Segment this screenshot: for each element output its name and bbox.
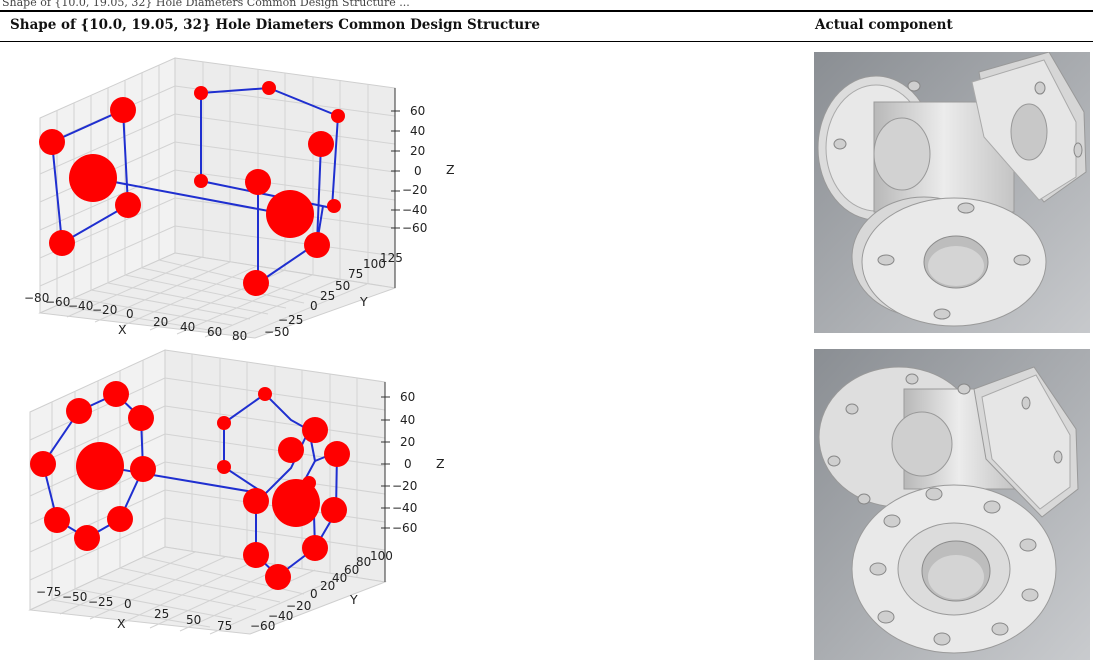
- x-tick-label: 50: [186, 613, 201, 627]
- y-tick-label: 20: [320, 579, 335, 593]
- z-axis-label: Z: [446, 162, 455, 177]
- x-tick-label: 20: [153, 315, 168, 329]
- z-tick-label: −20: [402, 183, 427, 197]
- z-tick-label: 0: [404, 457, 412, 471]
- z-tick-label: 40: [410, 124, 425, 138]
- y-tick-label: 100: [363, 257, 386, 271]
- y-tick-label: −40: [268, 609, 293, 623]
- x-tick-label: −25: [88, 595, 113, 609]
- x-tick-label: −60: [45, 295, 70, 309]
- x-tick-label: 0: [124, 597, 132, 611]
- y-axis-label: Y: [349, 592, 358, 607]
- z-axis-label: Z: [436, 456, 445, 471]
- figure-caption: Shape of {10.0, 19.05, 32} Hole Diameter…: [2, 0, 410, 9]
- y-tick-label: −50: [264, 325, 289, 339]
- x-tick-label: 75: [217, 619, 232, 633]
- y-tick-label: 125: [380, 251, 403, 265]
- x-tick-label: 25: [154, 607, 169, 621]
- z-tick-label: −60: [402, 221, 427, 235]
- table-header-rule: [0, 41, 1093, 42]
- z-tick-label: 20: [400, 435, 415, 449]
- y-tick-label: 50: [335, 279, 350, 293]
- x-axis-label: X: [117, 616, 126, 631]
- scatter3d-plot-2: 60 40 20 0 −20 −40 −60 Z −75 −50 −25 0 2…: [10, 342, 480, 647]
- z-tick-label: 60: [410, 104, 425, 118]
- y-tick-label: −60: [250, 619, 275, 633]
- column-header-component: Actual component: [815, 17, 953, 33]
- x-tick-label: −75: [36, 585, 61, 599]
- z-tick-label: −40: [392, 501, 417, 515]
- x-tick-label: −20: [92, 303, 117, 317]
- x-axis-label: X: [118, 322, 127, 337]
- y-tick-label: 25: [320, 289, 335, 303]
- y-tick-label: 0: [310, 587, 318, 601]
- x-tick-label: 40: [180, 320, 195, 334]
- component-render-2: [814, 349, 1090, 660]
- z-tick-label: −40: [402, 203, 427, 217]
- y-tick-label: 0: [310, 299, 318, 313]
- y-tick-label: −25: [278, 313, 303, 327]
- hole-nodes: [39, 81, 345, 296]
- scatter3d-plot-1: 60 40 20 0 −20 −40 −60 Z −80 −60 −40 −20…: [10, 48, 480, 353]
- z-tick-label: −20: [392, 479, 417, 493]
- y-tick-label: 100: [370, 549, 393, 563]
- z-tick-label: −60: [392, 521, 417, 535]
- x-tick-label: −40: [68, 299, 93, 313]
- z-tick-label: 40: [400, 413, 415, 427]
- x-tick-label: 80: [232, 329, 247, 343]
- y-tick-label: 60: [344, 563, 359, 577]
- table-top-rule: [0, 10, 1093, 12]
- x-tick-label: −80: [24, 291, 49, 305]
- flanged-tee-8-hole-render-icon: [814, 349, 1090, 660]
- y-tick-label: 80: [356, 555, 371, 569]
- column-header-shape: Shape of {10.0, 19.05, 32} Hole Diameter…: [10, 17, 540, 33]
- flanged-tee-4-hole-render-icon: [814, 52, 1090, 333]
- z-tick-label: 60: [400, 390, 415, 404]
- component-render-1: [814, 52, 1090, 333]
- z-tick-label: 0: [414, 164, 422, 178]
- y-tick-label: 40: [332, 571, 347, 585]
- y-tick-label: 75: [348, 267, 363, 281]
- x-tick-label: 0: [126, 307, 134, 321]
- z-tick-label: 20: [410, 144, 425, 158]
- y-tick-label: −20: [286, 599, 311, 613]
- x-tick-label: 60: [207, 325, 222, 339]
- x-tick-label: −50: [62, 590, 87, 604]
- hole-nodes: [30, 381, 350, 590]
- y-axis-label: Y: [359, 294, 368, 309]
